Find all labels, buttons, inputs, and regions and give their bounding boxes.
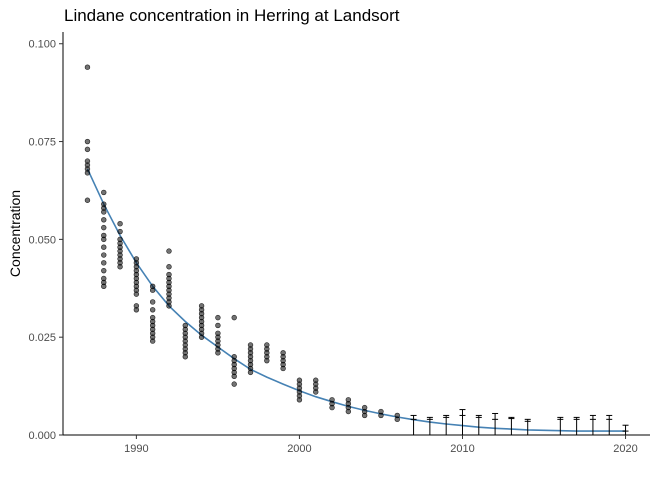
data-point [117,264,123,270]
data-point [182,354,188,360]
y-tick-label: 0.050 [28,234,56,246]
data-point [84,170,91,176]
data-point [247,369,254,376]
data-point [101,283,107,290]
data-point [215,350,221,356]
data-point [149,307,156,313]
data-point [361,412,368,419]
data-point [117,221,123,227]
x-tick-label: 2000 [287,443,311,455]
trend-line [86,168,626,432]
x-tick-label: 1990 [124,443,148,455]
data-point [101,236,107,243]
data-point [101,267,107,274]
y-axis-title: Concentration [7,190,23,277]
data-point [394,416,400,423]
y-tick-label: 0.000 [28,430,56,442]
data-point [84,197,91,203]
data-point [378,412,384,419]
data-point [198,334,205,340]
data-point [166,248,172,254]
y-tick-label: 0.025 [28,332,56,344]
data-point [101,224,107,231]
chart-title: Lindane concentration in Herring at Land… [64,6,400,25]
data-point [133,307,140,313]
x-tick-label: 2010 [450,443,474,455]
data-point [296,397,303,403]
data-point [215,314,221,321]
data-point [101,244,107,250]
data-point [84,138,91,145]
data-point [101,189,107,196]
data-point [231,381,237,387]
data-point [215,322,221,329]
data-point [166,264,172,270]
y-tick-label: 0.100 [28,39,56,51]
data-point [149,338,156,344]
data-point [149,299,156,305]
data-point [101,252,107,258]
data-point [101,217,107,223]
data-point [231,314,237,321]
data-point [149,287,156,293]
data-point [313,389,319,395]
data-point [280,365,286,372]
data-point [231,373,237,380]
data-point [84,146,91,153]
data-point [329,404,335,411]
data-point [84,64,91,70]
data-point [133,291,140,297]
data-point [264,357,270,364]
data-point [117,228,123,235]
data-point [101,209,107,215]
x-tick-label: 2020 [613,443,637,455]
data-point [101,260,107,266]
data-point [166,303,172,309]
y-tick-label: 0.075 [28,137,56,149]
data-point [345,408,352,415]
